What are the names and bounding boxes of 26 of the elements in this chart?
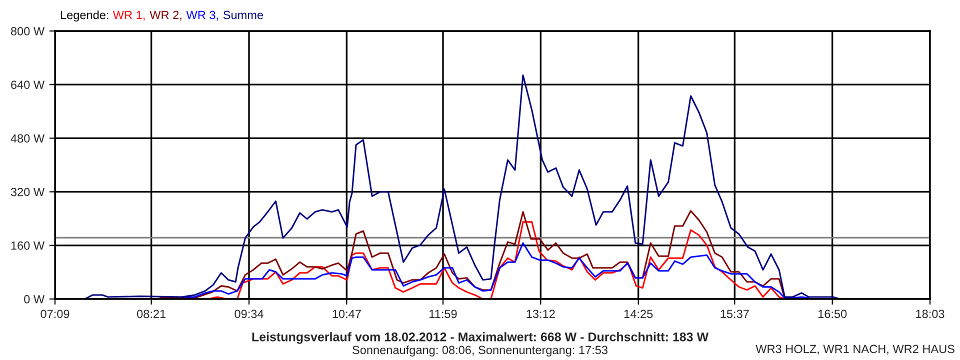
y-tick-label: 640 W bbox=[11, 80, 45, 89]
text: Leistungsverlauf vom 18.02.2012 - Maximalwert: 668 W - Durchschnitt: 183 W bbox=[252, 332, 709, 344]
text: WR 3, bbox=[186, 10, 218, 21]
x-tick-label: 10:47 bbox=[332, 310, 361, 318]
text: WR 1, bbox=[112, 10, 145, 21]
line-series bbox=[181, 242, 810, 299]
y-tick-label: 800 W bbox=[10, 27, 45, 36]
x-tick-label: 07:09 bbox=[40, 310, 70, 318]
y-tick-label: 320 W bbox=[10, 188, 45, 196]
text: Summe bbox=[223, 10, 264, 20]
x-tick-label: 13:12 bbox=[526, 310, 555, 318]
y-tick-label: 0 W bbox=[24, 295, 45, 304]
x-tick-label: 16:50 bbox=[818, 310, 847, 318]
y-tick-label: 480 W bbox=[10, 134, 45, 143]
text: WR3 HOLZ, WR1 NACH, WR2 HAUS bbox=[756, 344, 954, 355]
x-tick-label: 14:25 bbox=[624, 310, 653, 318]
legend-title: Legende: bbox=[60, 10, 108, 22]
x-tick-label: 09:34 bbox=[234, 310, 264, 318]
text: Sonnenaufgang: 08:06, Sonnenuntergang: 17:53 bbox=[352, 346, 608, 356]
x-tick-label: 18:03 bbox=[916, 310, 944, 318]
x-tick-label: 15:37 bbox=[720, 310, 749, 318]
y-tick-label: 160 W bbox=[11, 241, 45, 250]
x-tick-label: 08:21 bbox=[137, 310, 166, 318]
text: WR 2, bbox=[150, 10, 182, 21]
line-series bbox=[84, 74, 841, 299]
x-tick-label: 11:59 bbox=[430, 310, 457, 318]
